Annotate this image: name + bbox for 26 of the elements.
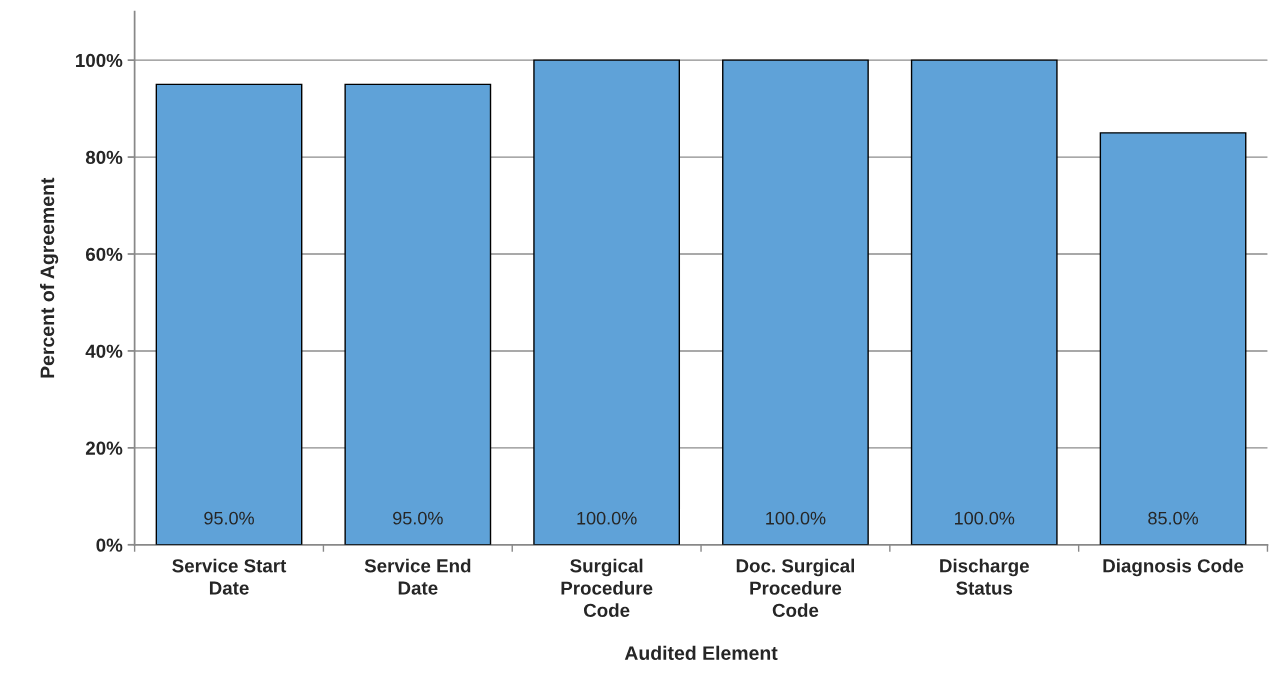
- data-label: 100.0%: [577, 511, 637, 525]
- y-tick-label: 100%: [76, 53, 123, 68]
- y-tick-label: 0%: [96, 538, 123, 552]
- x-tick-label: Service End Date: [364, 558, 471, 595]
- y-tick-label: 20%: [85, 441, 123, 455]
- x-tick-label: Diagnosis Code: [1103, 558, 1244, 577]
- bar: [910, 59, 1058, 545]
- data-label: 100.0%: [766, 511, 826, 525]
- y-tick-label: 60%: [85, 247, 123, 261]
- x-tick-label: Discharge Status: [940, 558, 1029, 595]
- x-tick-label: Doc. Surgical Procedure Code: [736, 558, 855, 617]
- y-axis-title: Percent of Agreement: [39, 177, 59, 378]
- y-tick-label: 80%: [85, 150, 123, 165]
- bar: [533, 59, 681, 545]
- bar: [1099, 132, 1247, 545]
- x-tick-label: Surgical Procedure Code: [561, 558, 653, 617]
- data-label: 95.0%: [204, 511, 254, 525]
- x-axis-title: Audited Element: [624, 645, 778, 660]
- bar: [344, 83, 492, 545]
- y-tick-label: 40%: [85, 344, 123, 358]
- bar: [722, 59, 869, 545]
- bar: [155, 83, 303, 545]
- data-label: 95.0%: [393, 511, 443, 525]
- x-tick-label: Service Start Date: [172, 558, 287, 595]
- data-label: 100.0%: [955, 511, 1015, 525]
- data-label: 85.0%: [1148, 511, 1199, 525]
